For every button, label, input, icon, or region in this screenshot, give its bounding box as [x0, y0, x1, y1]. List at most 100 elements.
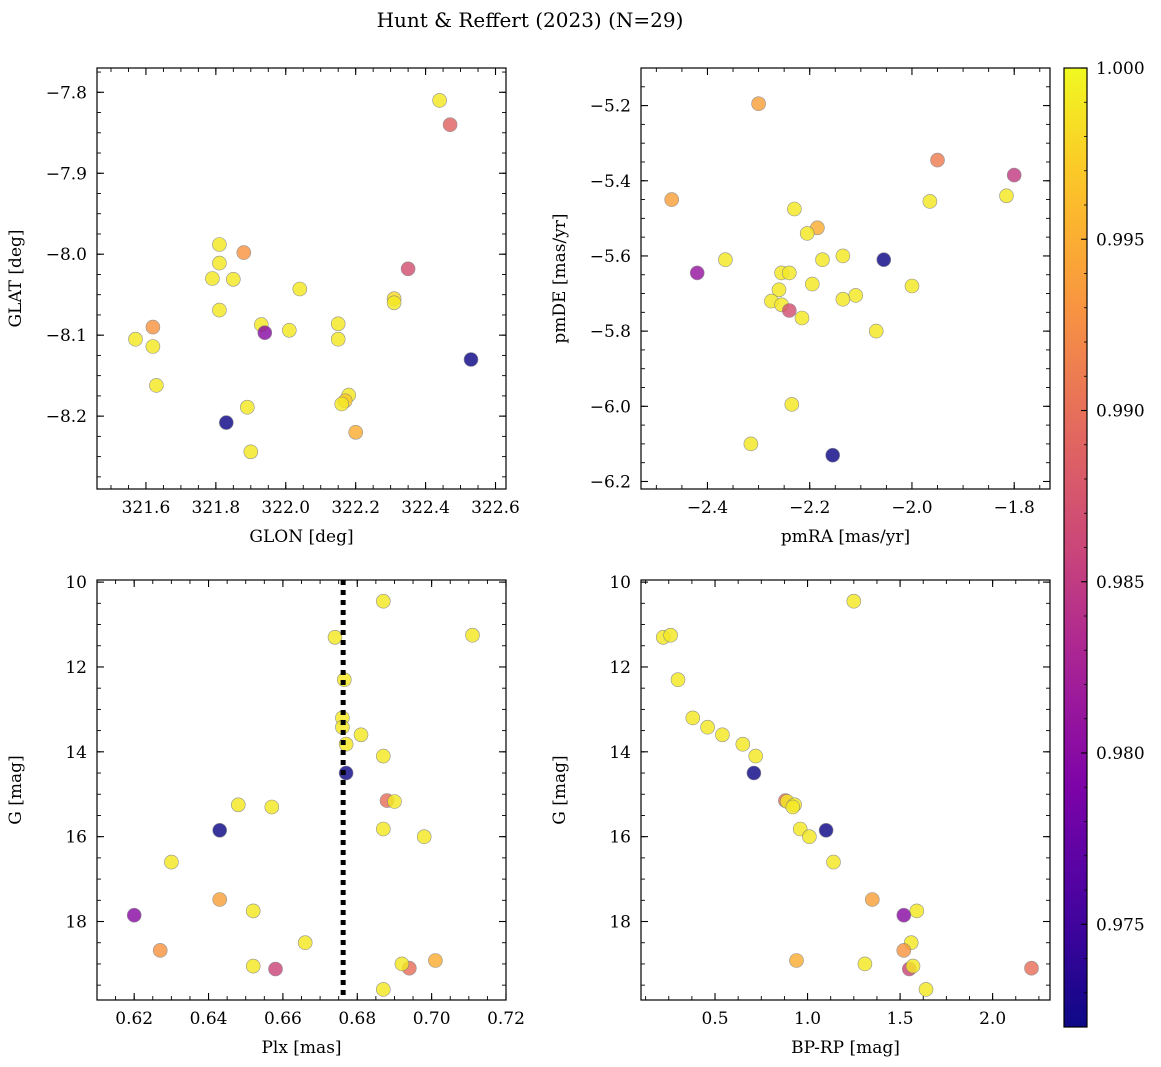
y-tick-label: −5.4 — [590, 172, 631, 192]
x-tick-label: 0.5 — [702, 1009, 729, 1029]
data-point — [338, 765, 354, 781]
data-point — [219, 415, 234, 430]
y-axis-label: GLAT [deg] — [6, 229, 26, 327]
data-point — [826, 854, 841, 870]
data-point — [784, 397, 800, 412]
x-tick-label: −2.0 — [891, 498, 932, 518]
data-point — [375, 821, 391, 837]
x-tick-label: 322.6 — [471, 498, 520, 518]
data-point — [789, 953, 804, 968]
y-tick-label: 12 — [65, 658, 87, 678]
y-tick-label: −8.1 — [46, 326, 87, 346]
data-point — [257, 325, 273, 341]
data-point — [896, 943, 912, 958]
data-point — [735, 736, 751, 752]
data-point — [400, 261, 416, 277]
data-point — [746, 765, 762, 781]
data-point — [145, 339, 161, 354]
data-point — [896, 907, 912, 923]
data-point — [126, 907, 142, 923]
x-tick-label: 1.0 — [794, 1009, 821, 1029]
data-point — [212, 255, 227, 271]
data-point — [387, 794, 402, 809]
y-tick-label: −6.2 — [590, 472, 631, 492]
x-tick-label: 0.70 — [413, 1009, 451, 1029]
x-axis-label: pmRA [mas/yr] — [781, 527, 910, 547]
axes-frame — [640, 67, 1051, 490]
data-point — [245, 958, 261, 974]
data-point — [868, 323, 884, 339]
data-point — [205, 271, 220, 286]
data-point — [428, 953, 443, 968]
colorbar-tick-label: 0.975 — [1096, 915, 1145, 935]
data-point — [825, 447, 841, 463]
data-point — [264, 799, 280, 815]
data-point — [149, 378, 164, 393]
data-point — [375, 593, 391, 609]
x-tick-label: 0.68 — [338, 1009, 376, 1029]
data-point — [876, 252, 892, 268]
data-point — [700, 719, 715, 735]
data-point — [330, 316, 346, 332]
x-tick-label: 0.62 — [115, 1009, 153, 1029]
colorbar-tick-label: 0.990 — [1096, 402, 1145, 422]
data-point — [685, 710, 701, 726]
x-tick-label: −2.2 — [789, 498, 830, 518]
x-tick-label: 322.0 — [261, 498, 310, 518]
data-point — [663, 627, 678, 643]
data-point — [718, 252, 733, 268]
y-tick-label: −7.9 — [46, 164, 87, 184]
data-point — [804, 276, 820, 292]
data-point — [327, 629, 343, 645]
data-point — [386, 295, 402, 311]
x-axis-label: Plx [mas] — [261, 1038, 341, 1058]
data-point — [999, 188, 1014, 204]
data-point — [781, 265, 797, 281]
y-tick-label: −5.6 — [590, 247, 631, 267]
data-point — [375, 982, 391, 997]
data-point — [802, 829, 817, 845]
data-point — [212, 892, 227, 907]
data-point — [416, 829, 432, 845]
data-point — [904, 278, 920, 294]
data-point — [432, 93, 447, 108]
y-tick-label: 10 — [609, 573, 631, 593]
panel-pm: −2.4 −2.2 −2.0 −1.8 −6.2 −6.0 −5.8 −5.6 −5.4 −5.2… — [550, 67, 1051, 547]
data-point — [268, 961, 283, 977]
data-point — [787, 201, 802, 217]
x-tick-label: 0.64 — [190, 1009, 228, 1029]
data-point — [212, 302, 227, 318]
data-point — [781, 303, 797, 318]
data-point — [751, 96, 766, 111]
y-tick-label: 12 — [609, 658, 631, 678]
data-point — [240, 399, 255, 415]
data-point — [1024, 960, 1039, 976]
points-sky — [128, 93, 479, 460]
x-tick-label: −1.8 — [994, 498, 1035, 518]
y-axis-label: G [mag] — [6, 755, 26, 824]
y-tick-label: −7.8 — [46, 83, 87, 103]
data-point — [330, 331, 346, 347]
data-point — [128, 331, 143, 347]
colorbar-gradient — [1064, 68, 1087, 1027]
data-point — [164, 854, 179, 870]
colorbar-tick-label: 0.985 — [1096, 573, 1145, 593]
x-tick-label: 322.2 — [331, 498, 380, 518]
axes-frame — [96, 67, 507, 490]
panel-plx: 0.62 0.64 0.66 0.68 0.70 0.72 10 12 14 16 18 Plx [m… — [6, 573, 525, 1058]
data-point — [152, 943, 168, 958]
data-point — [145, 319, 161, 335]
x-axis-label: GLON [deg] — [249, 527, 353, 547]
data-point — [689, 265, 705, 281]
colorbar-tick-label: 0.980 — [1096, 744, 1145, 764]
figure-title: Hunt & Reffert (2023) (N=29) — [377, 8, 684, 32]
panel-sky: 321.6 321.8 322.0 322.2 322.4 322.6 −8.2 −8.1 −8… — [6, 67, 520, 547]
data-point — [334, 396, 350, 412]
y-tick-label: 18 — [609, 913, 631, 933]
data-point — [835, 291, 851, 307]
x-tick-label: 321.8 — [192, 498, 241, 518]
data-point — [236, 245, 252, 260]
data-point — [905, 958, 921, 974]
data-point — [818, 822, 834, 838]
x-tick-label: 0.72 — [487, 1009, 525, 1029]
